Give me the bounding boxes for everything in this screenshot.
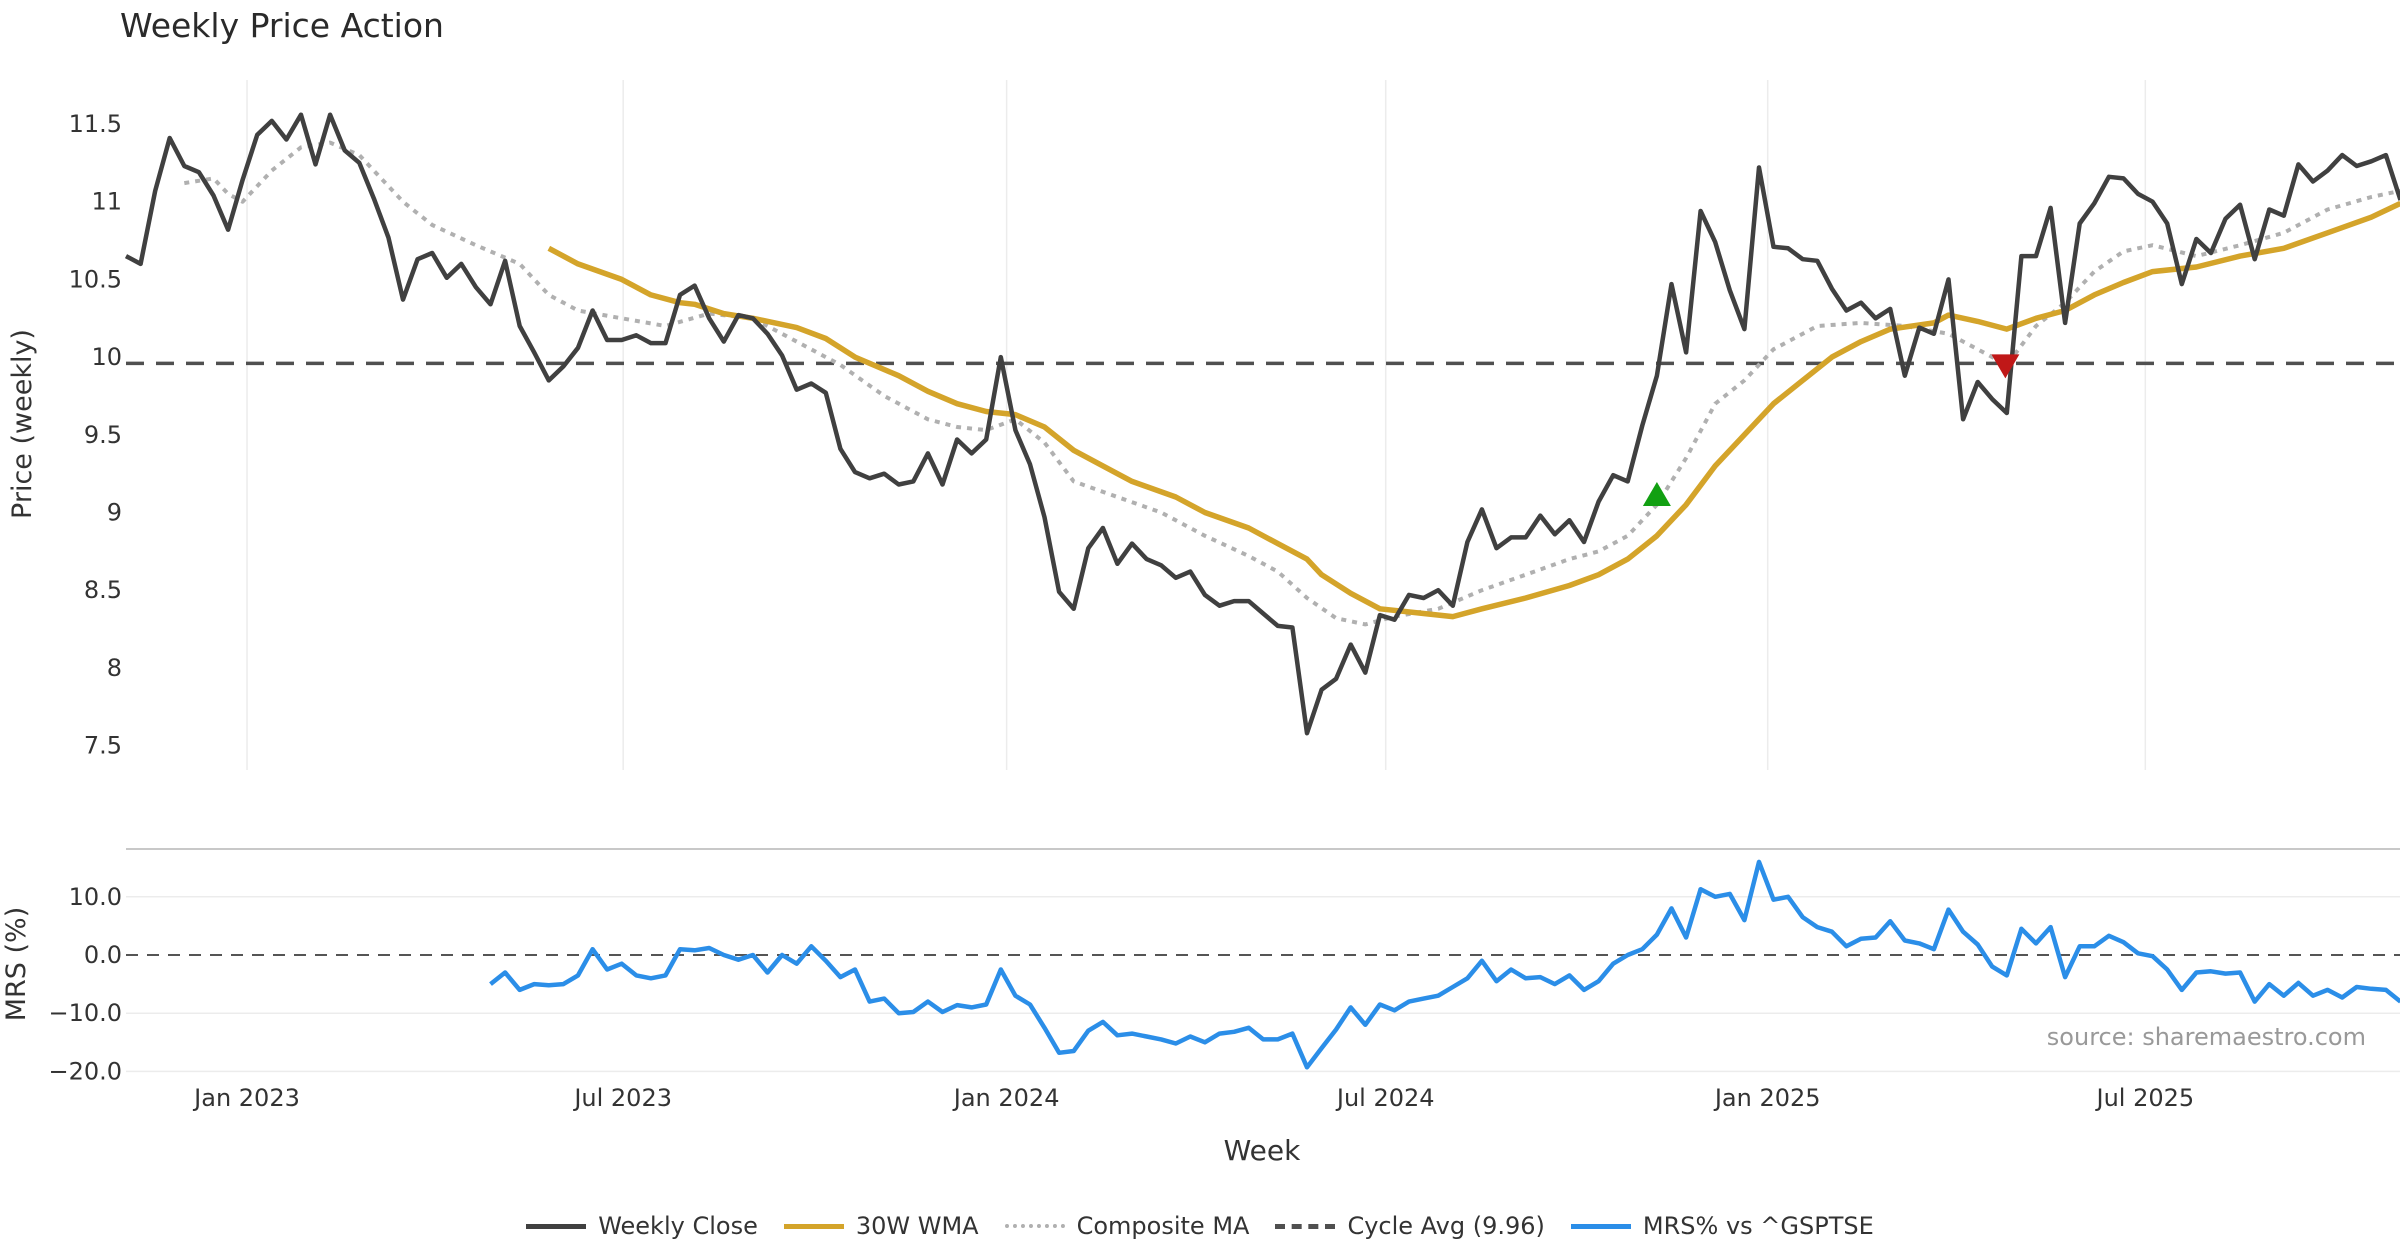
y-tick-label: 10: [91, 343, 122, 371]
wma-series-line: [547, 200, 2400, 620]
composite-series-line: [183, 140, 2400, 627]
mrs-tick-label: −10.0: [48, 999, 122, 1027]
legend-label: 30W WMA: [855, 1212, 979, 1240]
legend-item-wma: 30W WMA: [783, 1212, 979, 1240]
y-tick-label: 11: [91, 188, 122, 216]
mrs-tick-label: 0.0: [84, 941, 122, 969]
source-label: source: sharemaestro.com: [2047, 1023, 2366, 1051]
legend-label: Composite MA: [1076, 1212, 1250, 1240]
y-tick-label: 8: [107, 654, 122, 682]
legend-swatch: [526, 1223, 587, 1229]
x-tick-label: Jan 2025: [1713, 1084, 1821, 1112]
y-tick-label: 9: [107, 499, 122, 527]
legend-label: Cycle Avg (9.96): [1347, 1212, 1545, 1240]
legend-item-cycle: Cycle Avg (9.96): [1275, 1212, 1545, 1240]
y-tick-label: 8.5: [84, 576, 122, 604]
y-tick-label: 10.5: [69, 265, 122, 293]
legend-label: Weekly Close: [598, 1212, 758, 1240]
legend-item-mrs: MRS% vs ^GSPTSE: [1570, 1212, 1874, 1240]
legend-label: MRS% vs ^GSPTSE: [1642, 1212, 1874, 1240]
mrs-tick-label: −20.0: [48, 1057, 122, 1085]
x-tick-label: Jan 2023: [192, 1084, 300, 1112]
y-tick-label: 9.5: [84, 421, 122, 449]
legend-swatch: [1275, 1223, 1336, 1229]
x-axis-label: Week: [1224, 1134, 1301, 1167]
buy-signal-marker: [1642, 481, 1671, 506]
x-tick-label: Jan 2024: [952, 1084, 1060, 1112]
y-axis-label: Price (weekly): [7, 329, 38, 519]
legend-swatch: [1570, 1223, 1631, 1229]
legend-item-close: Weekly Close: [526, 1212, 758, 1240]
mrs-tick-label: 10.0: [69, 883, 122, 911]
x-tick-label: Jul 2025: [2094, 1084, 2194, 1112]
legend-item-composite: Composite MA: [1004, 1212, 1250, 1240]
mrs-axis-label: MRS (%): [1, 907, 32, 1022]
close-series-line: [124, 112, 2400, 736]
chart-title: Weekly Price Action: [120, 6, 444, 45]
y-tick-label: 7.5: [84, 732, 122, 760]
legend: Weekly Close 30W WMA Composite MA Cycle Avg…: [0, 1212, 2400, 1240]
x-tick-label: Jul 2024: [1335, 1084, 1435, 1112]
y-tick-label: 11.5: [69, 110, 122, 138]
sell-signal-marker: [1991, 354, 2020, 379]
x-tick-label: Jul 2023: [572, 1084, 672, 1112]
mrs-series-line: [489, 859, 2400, 1070]
legend-swatch: [783, 1223, 844, 1229]
legend-swatch: [1004, 1224, 1065, 1228]
